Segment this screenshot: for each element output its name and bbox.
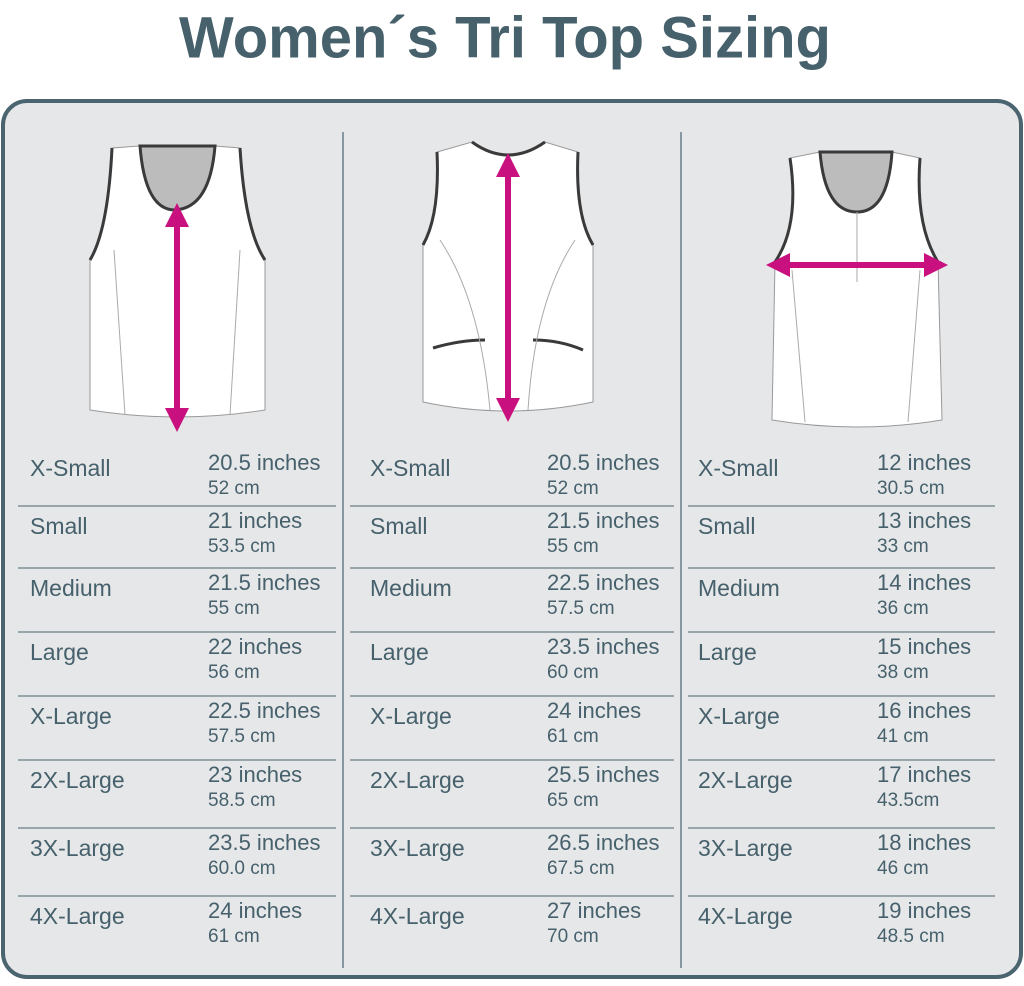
inches-value: 25.5 inches [547, 762, 660, 787]
inches-value: 20.5 inches [208, 450, 321, 475]
size-label: 3X-Large [370, 835, 465, 861]
vest-back-length [421, 140, 595, 422]
cm-value: 43.5cm [877, 790, 939, 811]
size-label: 2X-Large [370, 767, 465, 793]
inches-value: 17 inches [877, 762, 971, 787]
size-label: Medium [370, 575, 452, 601]
inches-value: 23.5 inches [547, 634, 660, 659]
cm-value: 53.5 cm [208, 536, 276, 557]
size-label: Large [698, 639, 757, 665]
page-title: Women´s Tri Top Sizing [179, 5, 831, 70]
cm-value: 57.5 cm [208, 726, 276, 747]
inches-value: 19 inches [877, 898, 971, 923]
cm-value: 52 cm [547, 478, 599, 499]
size-label: Medium [30, 575, 112, 601]
cm-value: 46 cm [877, 858, 929, 879]
size-label: 4X-Large [30, 903, 125, 929]
inches-value: 14 inches [877, 570, 971, 595]
size-label: X-Small [30, 455, 111, 481]
cm-value: 61 cm [208, 926, 260, 947]
cm-value: 55 cm [208, 598, 260, 619]
size-label: Small [370, 513, 428, 539]
inches-value: 21.5 inches [208, 570, 321, 595]
inches-value: 21.5 inches [547, 508, 660, 533]
size-label: Large [370, 639, 429, 665]
cm-value: 70 cm [547, 926, 599, 947]
inches-value: 21 inches [208, 508, 302, 533]
size-label: 4X-Large [698, 903, 793, 929]
cm-value: 52 cm [208, 478, 260, 499]
size-label: 4X-Large [370, 903, 465, 929]
cm-value: 41 cm [877, 726, 929, 747]
cm-value: 58.5 cm [208, 790, 276, 811]
size-label: 3X-Large [30, 835, 125, 861]
vest-front-length [88, 144, 267, 432]
cm-value: 61 cm [547, 726, 599, 747]
cm-value: 38 cm [877, 662, 929, 683]
inches-value: 22.5 inches [208, 698, 321, 723]
inches-value: 27 inches [547, 898, 641, 923]
cm-value: 60.0 cm [208, 858, 276, 879]
size-label: 2X-Large [30, 767, 125, 793]
inches-value: 23.5 inches [208, 830, 321, 855]
size-label: X-Large [30, 703, 112, 729]
inches-value: 15 inches [877, 634, 971, 659]
inches-value: 22.5 inches [547, 570, 660, 595]
cm-value: 56 cm [208, 662, 260, 683]
inches-value: 23 inches [208, 762, 302, 787]
inches-value: 22 inches [208, 634, 302, 659]
cm-value: 36 cm [877, 598, 929, 619]
inches-value: 12 inches [877, 450, 971, 475]
inches-value: 20.5 inches [547, 450, 660, 475]
cm-value: 60 cm [547, 662, 599, 683]
inches-value: 24 inches [547, 698, 641, 723]
size-label: X-Small [698, 455, 779, 481]
cm-value: 30.5 cm [877, 478, 945, 499]
cm-value: 48.5 cm [877, 926, 945, 947]
size-label: 2X-Large [698, 767, 793, 793]
size-label: 3X-Large [698, 835, 793, 861]
size-label: Medium [698, 575, 780, 601]
size-label: Small [698, 513, 756, 539]
cm-value: 65 cm [547, 790, 599, 811]
cm-value: 57.5 cm [547, 598, 615, 619]
size-label: Small [30, 513, 88, 539]
inches-value: 18 inches [877, 830, 971, 855]
cm-value: 55 cm [547, 536, 599, 557]
inches-value: 16 inches [877, 698, 971, 723]
cm-value: 67.5 cm [547, 858, 615, 879]
vest-chest-width [766, 150, 948, 428]
size-label: Large [30, 639, 89, 665]
inches-value: 26.5 inches [547, 830, 660, 855]
inches-value: 13 inches [877, 508, 971, 533]
size-label: X-Large [698, 703, 780, 729]
size-label: X-Large [370, 703, 452, 729]
inches-value: 24 inches [208, 898, 302, 923]
size-label: X-Small [370, 455, 451, 481]
cm-value: 33 cm [877, 536, 929, 557]
